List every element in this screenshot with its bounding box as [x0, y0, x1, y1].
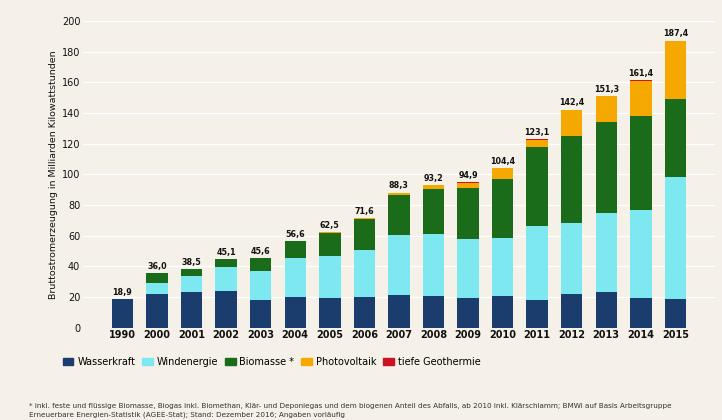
Bar [354, 250, 375, 297]
Text: 151,3: 151,3 [593, 85, 619, 94]
Text: 123,1: 123,1 [524, 128, 549, 137]
Bar [284, 258, 306, 297]
Bar [596, 122, 617, 213]
Bar [665, 99, 686, 177]
Bar [112, 299, 133, 328]
Bar [665, 177, 686, 299]
Bar [630, 297, 651, 328]
Bar [354, 297, 375, 328]
Bar [665, 41, 686, 99]
Text: 56,6: 56,6 [285, 230, 305, 239]
Y-axis label: Bruttostromerzeugung in Milliarden Kilowattstunden: Bruttostromerzeugung in Milliarden Kilow… [48, 50, 58, 299]
Bar [526, 226, 548, 300]
Bar [423, 189, 444, 234]
Text: 88,3: 88,3 [389, 181, 409, 190]
Bar [388, 234, 409, 295]
Bar [596, 292, 617, 328]
Text: 94,9: 94,9 [458, 171, 478, 180]
Bar [561, 223, 583, 294]
Bar [492, 238, 513, 296]
Bar [423, 297, 444, 328]
Bar [388, 193, 409, 195]
Bar [147, 283, 168, 294]
Text: 71,6: 71,6 [355, 207, 374, 216]
Bar [388, 295, 409, 328]
Bar [215, 259, 237, 267]
Legend: Wasserkraft, Windenergie, Biomasse *, Photovoltaik, tiefe Geothermie: Wasserkraft, Windenergie, Biomasse *, Ph… [63, 357, 481, 367]
Bar [423, 234, 444, 297]
Bar [215, 291, 237, 328]
Bar [250, 258, 271, 271]
Bar [180, 269, 202, 276]
Bar [319, 297, 341, 328]
Bar [526, 300, 548, 328]
Text: 38,5: 38,5 [182, 258, 201, 267]
Bar [457, 188, 479, 239]
Bar [284, 241, 306, 258]
Bar [319, 232, 341, 233]
Bar [457, 183, 479, 188]
Text: 161,4: 161,4 [628, 69, 653, 79]
Text: * inkl. feste und flüssige Biomasse, Biogas inkl. Biomethan, Klär- und Deponiega: * inkl. feste und flüssige Biomasse, Bio… [29, 403, 671, 418]
Bar [147, 294, 168, 328]
Bar [250, 271, 271, 300]
Bar [561, 110, 583, 136]
Bar [250, 300, 271, 328]
Text: 45,6: 45,6 [251, 247, 271, 256]
Text: 62,5: 62,5 [320, 221, 339, 230]
Bar [180, 292, 202, 328]
Bar [596, 96, 617, 122]
Bar [180, 276, 202, 292]
Bar [526, 147, 548, 226]
Bar [492, 179, 513, 238]
Bar [630, 81, 651, 116]
Bar [596, 213, 617, 292]
Text: 36,0: 36,0 [147, 262, 167, 270]
Bar [492, 296, 513, 328]
Bar [388, 195, 409, 234]
Bar [284, 297, 306, 328]
Bar [630, 116, 651, 210]
Bar [561, 136, 583, 223]
Bar [354, 218, 375, 219]
Bar [457, 299, 479, 328]
Text: 104,4: 104,4 [490, 157, 515, 166]
Bar [457, 239, 479, 299]
Bar [319, 233, 341, 256]
Text: 142,4: 142,4 [559, 98, 584, 108]
Bar [630, 210, 651, 297]
Bar [215, 267, 237, 291]
Text: 187,4: 187,4 [663, 29, 688, 39]
Bar [492, 168, 513, 179]
Bar [665, 299, 686, 328]
Bar [561, 294, 583, 328]
Bar [147, 273, 168, 283]
Bar [319, 256, 341, 297]
Text: 45,1: 45,1 [217, 248, 236, 257]
Bar [423, 185, 444, 189]
Text: 18,9: 18,9 [113, 288, 132, 297]
Bar [526, 139, 548, 147]
Bar [354, 219, 375, 250]
Text: 93,2: 93,2 [424, 174, 443, 183]
